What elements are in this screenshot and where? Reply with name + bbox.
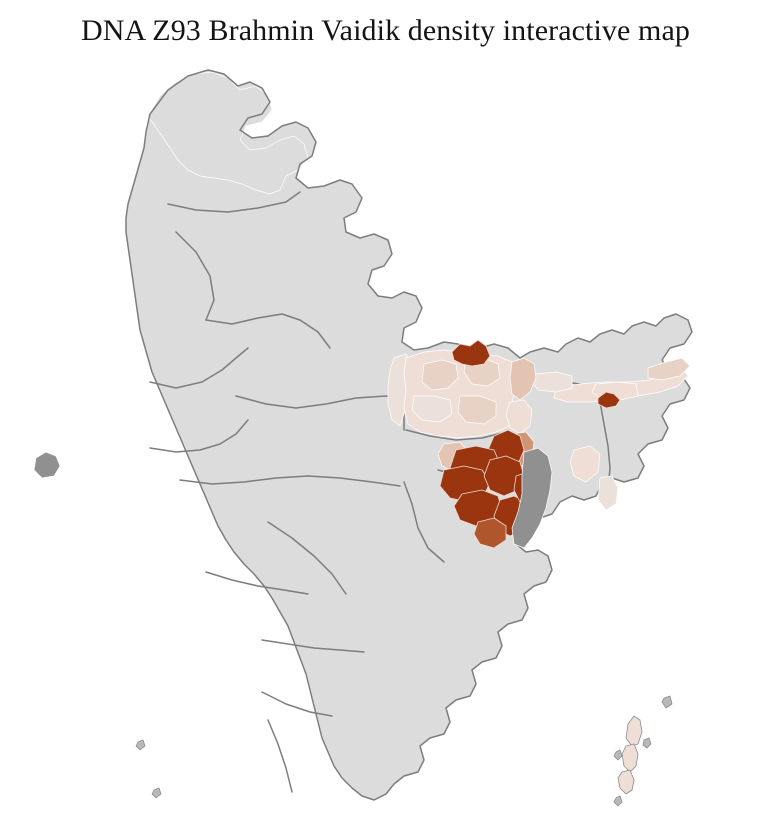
island-andaman-south [617, 769, 635, 795]
island-nicobar-a [613, 795, 623, 807]
region-meghalaya-fringe [531, 371, 573, 393]
masked-regions-layer [33, 447, 553, 549]
state-border-up-mp [235, 395, 411, 409]
high-density-layer [439, 339, 621, 549]
region-north-bengal-lower [505, 399, 533, 435]
island-lakshadweep-b [151, 787, 162, 799]
region-kutch-west-tip-masked [33, 451, 61, 479]
jk-ladakh-base [147, 71, 309, 195]
island-andaman-speck-a [642, 737, 652, 749]
state-border-northeast-inner [599, 401, 611, 491]
region-bihar-district-a [421, 359, 459, 391]
region-north-bengal-corridor [509, 357, 537, 401]
region-tripura-fringe [569, 445, 601, 483]
island-lakshadweep-a [135, 739, 146, 751]
base-districts-layer [125, 69, 693, 801]
low-density-layer [387, 349, 691, 511]
region-west-bengal-masked [511, 447, 553, 549]
region-bihar-hotspot-district [451, 339, 491, 367]
region-assam-upper-district [647, 357, 691, 381]
state-border-bihar-jharkhand [405, 429, 507, 441]
map-canvas[interactable] [0, 52, 771, 813]
region-core-edge-low [473, 517, 507, 549]
state-border-maharashtra-telangana [267, 521, 347, 595]
state-border-jk-himachal [167, 191, 301, 213]
state-boundaries-layer [125, 69, 693, 801]
state-border-kerala-tn [267, 719, 293, 793]
state-border-mp-maharashtra [179, 475, 401, 487]
region-bihar-district-c [411, 395, 453, 423]
india-district-map[interactable] [0, 52, 771, 813]
islands-layer [135, 695, 673, 807]
state-border-punjab-haryana [175, 231, 215, 321]
region-mizoram-fringe [597, 475, 619, 511]
region-bihar-district-d [457, 395, 497, 425]
india-base-landmass [125, 69, 693, 801]
island-andaman-speck-c [661, 695, 673, 709]
state-border-karnataka-ap [261, 639, 365, 653]
region-assam-hotspot-district [597, 391, 621, 409]
page-title: DNA Z93 Brahmin Vaidik density interacti… [81, 14, 690, 47]
island-andaman-north [625, 715, 643, 747]
state-border-maharashtra-karnataka [205, 571, 309, 595]
india-outer-boundary [125, 69, 693, 801]
state-border-rajasthan-gujarat [149, 347, 249, 389]
island-andaman-speck-b [613, 749, 623, 761]
island-andaman-middle [621, 743, 639, 773]
state-border-karnataka-tn [261, 691, 333, 717]
state-border-rajasthan-up [205, 313, 331, 349]
state-border-gujarat-mp [149, 419, 249, 453]
state-border-chhattisgarh-odisha [403, 481, 445, 563]
